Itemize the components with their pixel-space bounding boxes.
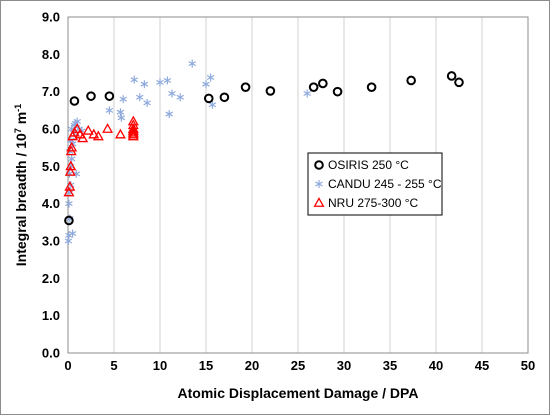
y-tick-label: 7.0 [42,84,60,99]
y-axis-title-exponent: 7 [13,128,23,133]
data-point [64,180,76,191]
legend-marker [315,180,323,188]
y-axis-title-main: Integral breadth / 10 [13,133,29,266]
data-point [446,71,457,81]
y-axis-title-unit-exponent: -1 [13,104,23,112]
data-point [188,59,196,68]
data-point [206,73,215,82]
data-point [332,86,343,97]
legend-label: NRU 275-300 °C [328,196,419,210]
y-axis-title-unit: m [13,112,29,128]
data-point [143,98,151,107]
data-point [67,154,76,163]
data-point [77,132,89,143]
data-point [140,80,149,89]
x-tick-label: 40 [429,358,443,373]
data-point [454,77,464,88]
data-point [105,106,114,115]
y-tick-label: 2.0 [42,271,60,286]
data-point [69,96,80,106]
data-point [208,100,217,109]
legend-label: OSIRIS 250 °C [328,158,409,172]
legend: OSIRIS 250 °C CANDU 245 - 255 °C NRU 275-3… [307,152,443,216]
y-tick-label: 4.0 [42,196,60,211]
legend-item: CANDU 245 - 255 °C [315,177,442,191]
data-point [114,128,126,139]
series-circle [64,71,464,226]
axis-ticks: 0 5 10 15 20 25 30 35 40 45 50 0.0 1.0 2.0 3.0 4.0 5.0 6.… [42,10,535,374]
data-point [219,92,230,103]
x-tick-label: 30 [337,358,351,373]
data-point [176,93,185,102]
data-point [65,160,77,171]
y-tick-label: 1.0 [42,308,60,323]
y-tick-label: 3.0 [42,234,60,249]
legend-box [307,152,443,216]
data-point [82,124,94,135]
x-tick-label: 25 [291,358,305,373]
x-tick-label: 5 [110,358,117,373]
data-point [127,124,139,135]
data-point [66,141,78,152]
data-point [65,199,73,208]
series-triangle [63,115,139,197]
data-point [168,89,176,98]
data-point [303,89,311,98]
x-tick-label: 35 [383,358,397,373]
x-tick-label: 15 [199,358,213,373]
data-point [92,130,104,141]
data-point [64,215,74,226]
data-point [102,123,114,133]
y-tick-label: 6.0 [42,122,60,137]
x-axis-title: Atomic Displacement Damage / DPA [178,385,419,401]
data-point [71,123,83,133]
y-tick-label: 8.0 [42,47,60,62]
legend-item: OSIRIS 250 °C [314,158,409,172]
data-point [130,75,139,84]
legend-item: NRU 275-300 °C [313,196,419,210]
data-point [88,128,100,139]
x-tick-label: 10 [153,358,167,373]
data-point [202,80,210,89]
data-point [265,86,276,96]
data-point [163,76,172,85]
x-tick-label: 0 [64,358,71,373]
x-tick-label: 45 [475,358,489,373]
data-point [116,108,125,117]
data-point [64,166,76,176]
legend-label: CANDU 245 - 255 °C [328,177,442,191]
data-point [86,91,96,101]
data-point [165,110,173,119]
data-point [63,186,75,197]
y-axis-title: Integral breadth / 107 m-1 [13,104,29,266]
y-tick-label: 5.0 [42,159,60,174]
data-point [203,93,214,104]
data-point [135,93,144,102]
y-tick-label: 0.0 [42,346,60,361]
data-points [63,59,464,245]
data-point [119,95,127,104]
data-point [366,82,377,92]
legend-marker [314,160,324,170]
x-tick-label: 20 [245,358,259,373]
data-point [104,91,115,101]
data-point [406,75,416,86]
data-point [68,229,77,238]
legend-marker [313,197,325,207]
x-tick-label: 50 [521,358,535,373]
data-point [318,78,328,89]
series-star [64,59,311,245]
data-point [240,82,251,92]
data-point [127,115,139,126]
y-tick-label: 9.0 [42,10,60,25]
data-point [308,82,319,92]
data-point [117,113,126,122]
data-point [156,78,164,87]
